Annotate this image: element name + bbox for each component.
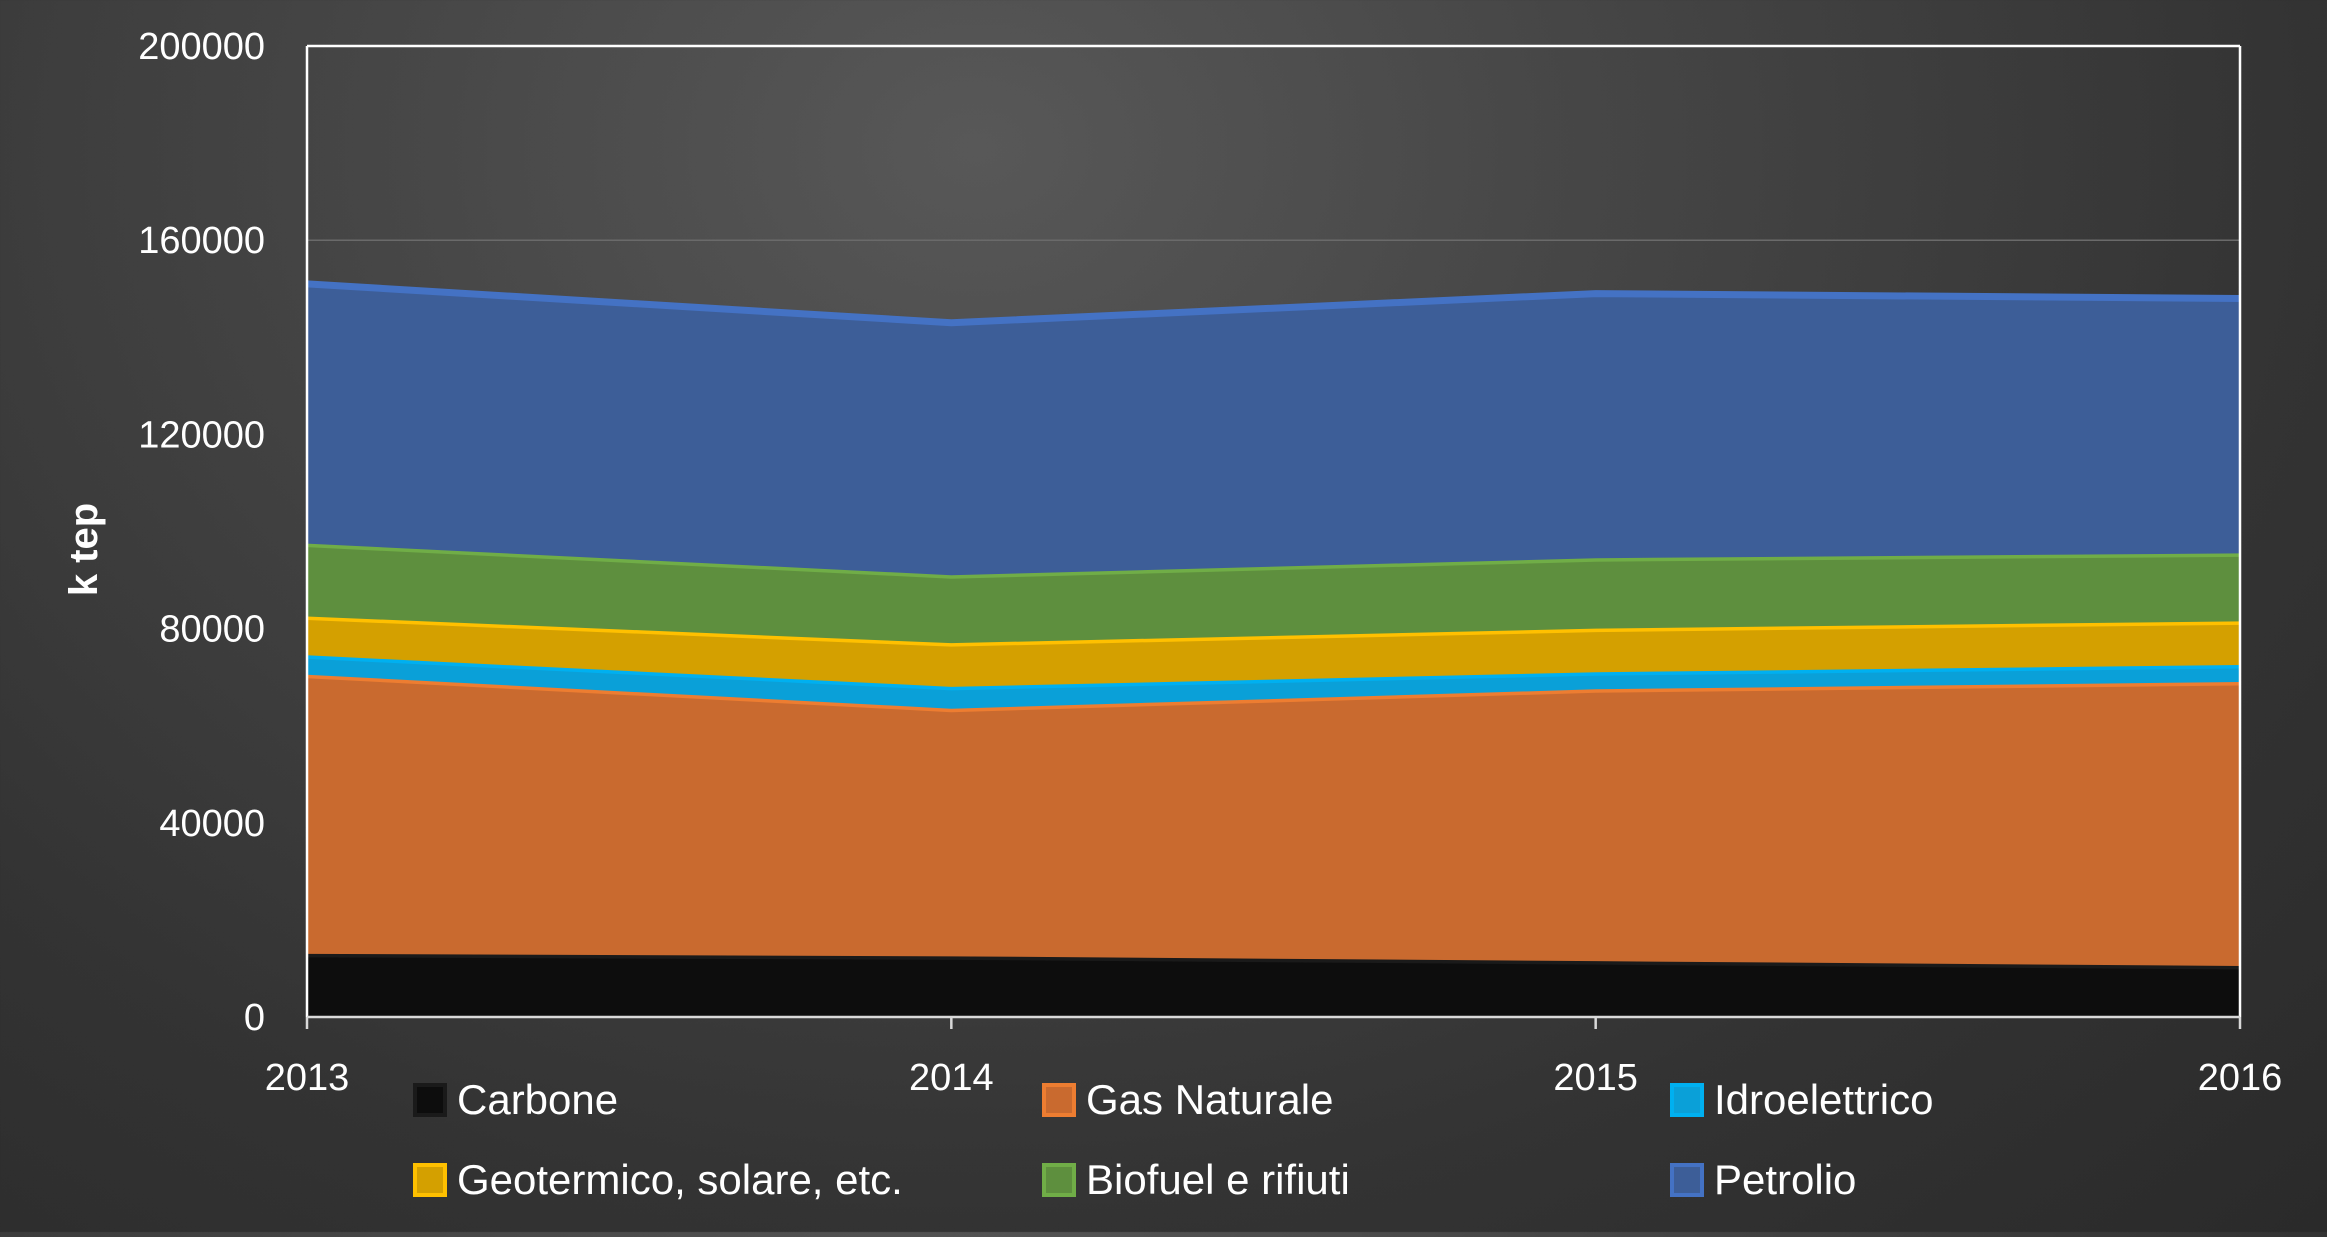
legend-label: Biofuel e rifiuti	[1086, 1156, 1350, 1203]
x-tick-label: 2013	[265, 1057, 350, 1099]
x-tick-label: 2015	[1553, 1057, 1638, 1099]
y-tick-label: 80000	[159, 609, 265, 651]
legend-swatch	[1042, 1083, 1076, 1117]
legend-label: Idroelettrico	[1714, 1076, 1933, 1123]
area-edge-biofuel-e-rifiuti	[306, 540, 2241, 579]
legend-label: Geotermico, solare, etc.	[457, 1156, 903, 1203]
legend-swatch	[413, 1163, 447, 1197]
legend: Carbone Gas Naturale Idroelettrico Geotermi…	[413, 1076, 1933, 1203]
legend-item-biofuel-e-rifiuti: Biofuel e rifiuti	[1042, 1156, 1350, 1203]
area-edge-geotermico-solare-etc	[306, 612, 2241, 647]
legend-label: Petrolio	[1714, 1156, 1856, 1203]
x-tick-label: 2014	[909, 1057, 994, 1099]
legend-swatch	[1670, 1163, 1704, 1197]
x-tick-label: 2016	[2198, 1057, 2283, 1099]
legend-item-geotermico-solare-etc: Geotermico, solare, etc.	[413, 1156, 903, 1203]
y-tick-label: 120000	[138, 414, 265, 456]
legend-swatch	[1042, 1163, 1076, 1197]
area-layer	[306, 280, 2241, 1017]
y-tick-label: 40000	[159, 803, 265, 845]
legend-swatch	[413, 1083, 447, 1117]
area-series-gas-naturale	[307, 674, 2240, 967]
y-axis-title: k tep	[62, 503, 106, 596]
legend-label: Gas Naturale	[1086, 1076, 1333, 1123]
area-edge-petrolio	[306, 280, 2241, 327]
area-series-carbone	[307, 953, 2240, 1017]
y-tick-label: 0	[244, 997, 265, 1039]
legend-item-gas-naturale: Gas Naturale	[1042, 1076, 1333, 1123]
legend-item-petrolio: Petrolio	[1670, 1156, 1856, 1203]
y-tick-label: 200000	[138, 26, 265, 68]
legend-item-idroelettrico: Idroelettrico	[1670, 1076, 1933, 1123]
y-tick-label: 160000	[138, 220, 265, 262]
legend-swatch	[1670, 1083, 1704, 1117]
area-series-petrolio	[307, 283, 2240, 576]
area-series-geotermico-solare-etc	[307, 616, 2240, 687]
axis-layer: 0 40000 80000 120000 160000 200000 2013 2014 201…	[62, 26, 2282, 1099]
legend-label: Carbone	[457, 1076, 618, 1123]
legend-item-carbone: Carbone	[413, 1076, 618, 1123]
